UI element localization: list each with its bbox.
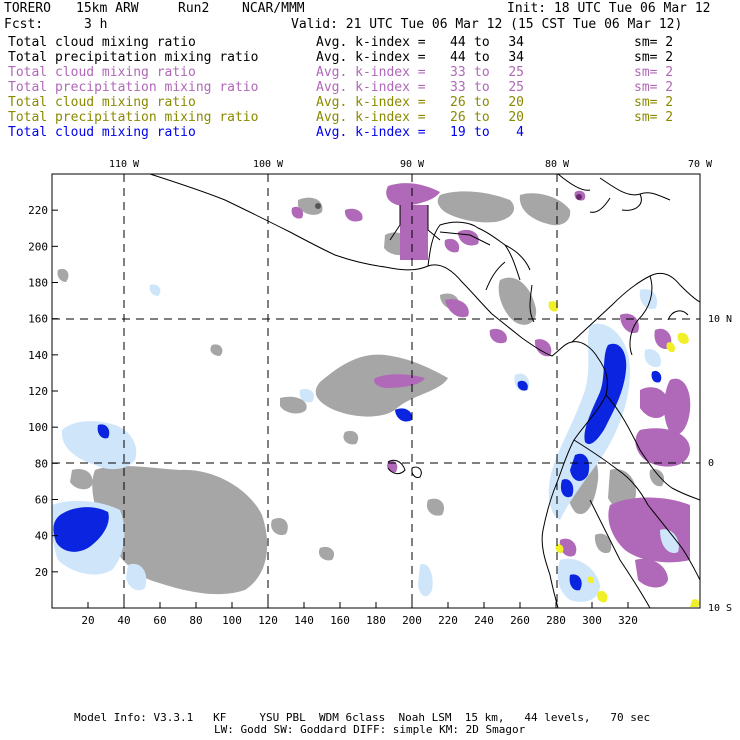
legend-row-to: to: [474, 80, 490, 95]
init-time: Init: 18 UTC Tue 06 Mar 12: [507, 1, 711, 16]
legend-row-a: 26: [450, 95, 466, 110]
x-tick-label: 240: [474, 614, 494, 627]
legend-row-sm: sm= 2: [634, 65, 674, 80]
forecast-hours: 3 h: [84, 17, 108, 32]
model-info-line-1: Model Info: V3.3.1 KF YSU PBL WDM 6class…: [74, 711, 651, 724]
legend-row-a: 26: [450, 110, 466, 125]
legend-row-to: to: [474, 110, 490, 125]
legend-row-sm: sm= 2: [634, 50, 674, 65]
x-tick-label: 280: [546, 614, 566, 627]
lat-label-10n: 10 N: [708, 314, 732, 325]
lon-label-90w: 90 W: [400, 159, 425, 170]
y-tick-label: 80: [35, 457, 48, 470]
model-resolution: 15km ARW: [76, 1, 139, 16]
x-tick-label: 80: [189, 614, 202, 627]
y-tick-label: 40: [35, 530, 48, 543]
legend-row-b: 20: [508, 110, 524, 125]
legend-row-b: 4: [516, 125, 524, 140]
lon-label-80w: 80 W: [545, 159, 570, 170]
yellow-cloud-fields: [548, 301, 700, 607]
legend-row-kidx: Avg. k-index =: [316, 35, 426, 50]
legend-row-kidx: Avg. k-index =: [316, 80, 426, 95]
y-tick-label: 100: [28, 421, 48, 434]
legend-row-a: 19: [450, 125, 466, 140]
x-tick-label: 220: [438, 614, 458, 627]
x-tick-label: 60: [153, 614, 166, 627]
y-tick-label: 60: [35, 494, 48, 507]
legend-row-b: 25: [508, 65, 524, 80]
blue-cloud-fields: [53, 343, 662, 591]
legend-row-to: to: [474, 65, 490, 80]
legend-row-field: Total cloud mixing ratio: [8, 95, 196, 110]
legend-row-to: to: [474, 35, 490, 50]
lon-label-70w: 70 W: [688, 159, 713, 170]
legend-row-sm: sm= 2: [634, 80, 674, 95]
lat-label-0: 0: [708, 458, 714, 469]
legend-row-b: 34: [508, 50, 524, 65]
x-tick-label: 140: [294, 614, 314, 627]
x-tick-label: 300: [582, 614, 602, 627]
y-tick-label: 140: [28, 349, 48, 362]
legend-row-kidx: Avg. k-index =: [316, 95, 426, 110]
legend-row-field: Total cloud mixing ratio: [8, 35, 196, 50]
legend-row-kidx: Avg. k-index =: [316, 65, 426, 80]
y-tick-label: 200: [28, 240, 48, 253]
legend-row-field: Total precipitation mixing ratio: [8, 80, 259, 95]
legend-row-to: to: [474, 95, 490, 110]
model-run: Run2: [178, 1, 210, 16]
model-info-line-2: LW: Godd SW: Goddard DIFF: simple KM: 2D…: [214, 723, 526, 736]
valid-time: Valid: 21 UTC Tue 06 Mar 12 (15 CST Tue …: [291, 17, 683, 32]
latlon-grid: [52, 174, 700, 608]
x-tick-label: 180: [366, 614, 386, 627]
legend-row-sm: sm= 2: [634, 35, 674, 50]
legend-row-a: 44: [450, 35, 466, 50]
y-tick-label: 180: [28, 277, 48, 290]
legend-row-field: Total cloud mixing ratio: [8, 65, 196, 80]
legend-row-to: to: [474, 125, 490, 140]
legend-row-kidx: Avg. k-index =: [316, 50, 426, 65]
legend-row-sm: sm= 2: [634, 95, 674, 110]
x-tick-label: 320: [618, 614, 638, 627]
y-tick-label: 160: [28, 313, 48, 326]
x-tick-label: 40: [117, 614, 130, 627]
legend-row-to: to: [474, 50, 490, 65]
coastlines: [149, 174, 700, 608]
lon-label-110w: 110 W: [109, 159, 140, 170]
legend-row-field: Total precipitation mixing ratio: [8, 110, 259, 125]
model-name: TORERO: [4, 1, 51, 16]
x-tick-label: 160: [330, 614, 350, 627]
lat-label-10s: 10 S: [708, 603, 732, 614]
x-tick-label: 20: [81, 614, 94, 627]
legend-row-b: 25: [508, 80, 524, 95]
legend-row-kidx: Avg. k-index =: [316, 110, 426, 125]
x-tick-label: 100: [222, 614, 242, 627]
legend-row-sm: sm= 2: [634, 110, 674, 125]
legend-row-kidx: Avg. k-index =: [316, 125, 426, 140]
legend-row-b: 34: [508, 35, 524, 50]
lon-label-100w: 100 W: [253, 159, 284, 170]
model-org: NCAR/MMM: [242, 1, 305, 16]
purple-cloud-fields: [291, 183, 691, 588]
y-tick-label: 20: [35, 566, 48, 579]
x-tick-label: 200: [402, 614, 422, 627]
legend-row-a: 44: [450, 50, 466, 65]
gray-cloud-fields: [57, 191, 665, 595]
y-tick-label: 120: [28, 385, 48, 398]
legend-row-a: 33: [450, 65, 466, 80]
legend-row-field: Total precipitation mixing ratio: [8, 50, 259, 65]
legend-row-field: Total cloud mixing ratio: [8, 125, 196, 140]
legend-row-b: 20: [508, 95, 524, 110]
y-tick-label: 220: [28, 204, 48, 217]
legend-row-a: 33: [450, 80, 466, 95]
forecast-label: Fcst:: [4, 17, 44, 32]
x-tick-label: 120: [258, 614, 278, 627]
x-tick-label: 260: [510, 614, 530, 627]
